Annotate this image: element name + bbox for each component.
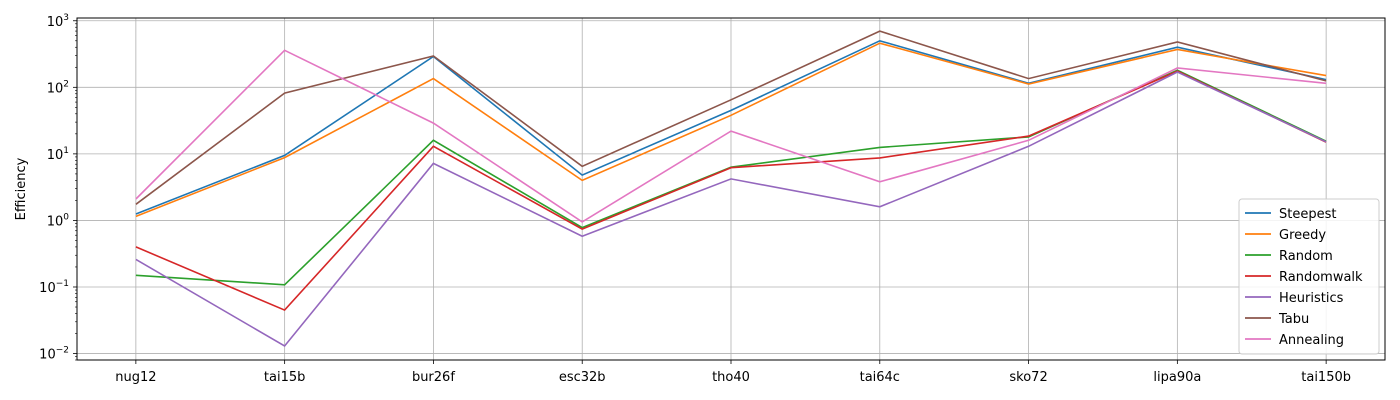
series-line-annealing (135, 49, 1327, 223)
legend-label: Randomwalk (1279, 270, 1363, 285)
y-tick-label: 10−2 (39, 346, 69, 363)
series-line-heuristics (135, 71, 1327, 348)
x-tick-label: tai64c (860, 370, 900, 385)
y-axis-label: Efficiency (14, 157, 29, 220)
legend-label: Tabu (1278, 312, 1309, 327)
series-line-greedy (135, 42, 1327, 218)
x-tick-label: esc32b (559, 370, 606, 385)
x-tick-label: sko72 (1009, 370, 1047, 385)
series-lines (135, 30, 1327, 348)
legend-label: Steepest (1279, 207, 1336, 222)
x-tick-label: nug12 (115, 370, 156, 385)
legend-label: Heuristics (1279, 291, 1344, 306)
y-tick-label: 10−1 (39, 279, 69, 296)
legend-box (1238, 198, 1380, 355)
x-tick-label: tai150b (1301, 370, 1351, 385)
series-line-steepest (135, 39, 1327, 215)
grid-lines (77, 18, 1385, 360)
legend: Steepest Greedy Random Randomwalk Heuristics… (1238, 198, 1380, 355)
legend-label: Annealing (1279, 333, 1344, 348)
y-axis: 10−2 10−1 100 101 102 103 (39, 13, 77, 363)
y-tick-label: 103 (47, 13, 69, 30)
legend-label: Random (1279, 249, 1333, 264)
y-tick-label: 100 (47, 212, 70, 229)
series-line-tabu (135, 30, 1327, 205)
y-tick-label: 101 (47, 146, 69, 163)
x-tick-label: bur26f (412, 370, 455, 385)
x-tick-label: lipa90a (1153, 370, 1201, 385)
x-tick-label: tho40 (712, 370, 750, 385)
x-axis: nug12 tai15b bur26f esc32b tho40 tai64c sko72 l… (115, 360, 1351, 385)
x-tick-label: tai15b (264, 370, 305, 385)
y-tick-label: 102 (47, 79, 69, 96)
legend-label: Greedy (1279, 228, 1326, 243)
